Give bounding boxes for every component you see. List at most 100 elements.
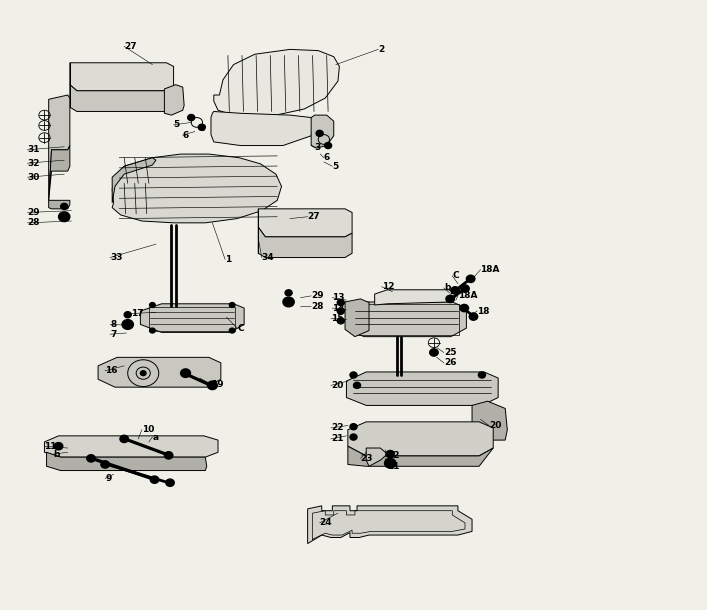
- Circle shape: [316, 131, 323, 137]
- Text: 5: 5: [332, 162, 339, 171]
- Text: C: C: [452, 271, 459, 280]
- Circle shape: [467, 275, 475, 282]
- Text: 18A: 18A: [481, 265, 500, 275]
- Circle shape: [187, 115, 194, 121]
- Polygon shape: [472, 401, 508, 440]
- Polygon shape: [49, 95, 70, 200]
- Text: 26: 26: [444, 358, 456, 367]
- Polygon shape: [348, 446, 493, 466]
- Circle shape: [354, 382, 361, 389]
- Text: 30: 30: [28, 173, 40, 182]
- Text: b: b: [54, 450, 60, 459]
- Text: 33: 33: [110, 253, 122, 262]
- Circle shape: [122, 320, 134, 329]
- Text: 22: 22: [387, 451, 400, 461]
- Polygon shape: [345, 299, 369, 337]
- Circle shape: [283, 297, 294, 307]
- Text: b: b: [444, 284, 450, 292]
- Text: 28: 28: [311, 302, 324, 310]
- Circle shape: [325, 143, 332, 149]
- Text: 8: 8: [110, 320, 117, 329]
- Circle shape: [469, 313, 478, 320]
- Text: 6: 6: [182, 131, 189, 140]
- Polygon shape: [375, 290, 458, 305]
- Circle shape: [460, 304, 469, 312]
- Text: 31: 31: [28, 145, 40, 154]
- Circle shape: [54, 442, 63, 450]
- Text: 16: 16: [105, 366, 117, 375]
- Circle shape: [285, 290, 292, 296]
- Polygon shape: [141, 304, 244, 332]
- Text: 29: 29: [28, 208, 40, 217]
- Circle shape: [385, 458, 396, 468]
- Circle shape: [461, 285, 469, 292]
- Polygon shape: [49, 146, 70, 200]
- Text: 15: 15: [331, 314, 344, 323]
- Circle shape: [87, 454, 95, 462]
- Text: 13: 13: [332, 293, 345, 302]
- Text: 18: 18: [477, 307, 489, 315]
- Polygon shape: [366, 448, 387, 466]
- Polygon shape: [70, 63, 174, 91]
- Circle shape: [166, 479, 174, 486]
- Polygon shape: [112, 158, 156, 203]
- Circle shape: [229, 303, 235, 307]
- Polygon shape: [70, 85, 174, 112]
- Circle shape: [141, 371, 146, 376]
- Polygon shape: [165, 85, 184, 115]
- Polygon shape: [211, 112, 315, 146]
- Text: a: a: [153, 432, 158, 442]
- Text: C: C: [237, 324, 244, 332]
- Text: 29: 29: [311, 292, 324, 300]
- Circle shape: [150, 303, 156, 307]
- Circle shape: [229, 328, 235, 333]
- Text: 10: 10: [142, 425, 154, 434]
- Circle shape: [337, 318, 344, 324]
- Circle shape: [350, 372, 357, 378]
- Text: 3: 3: [315, 143, 321, 152]
- Circle shape: [451, 287, 460, 294]
- Circle shape: [151, 476, 159, 483]
- Circle shape: [150, 328, 156, 333]
- Circle shape: [165, 451, 173, 459]
- Polygon shape: [112, 154, 281, 223]
- Text: 24: 24: [320, 518, 332, 528]
- Circle shape: [198, 124, 205, 131]
- Text: 7: 7: [110, 330, 117, 339]
- Text: 4: 4: [198, 124, 204, 133]
- Text: 1: 1: [225, 255, 231, 264]
- Text: 32: 32: [28, 159, 40, 168]
- Polygon shape: [348, 422, 493, 456]
- Bar: [355, 304, 460, 336]
- Polygon shape: [346, 372, 498, 406]
- Polygon shape: [308, 506, 472, 544]
- Circle shape: [124, 312, 132, 318]
- Circle shape: [386, 450, 395, 458]
- Bar: [149, 307, 235, 331]
- Circle shape: [337, 300, 344, 306]
- Text: 19: 19: [211, 379, 223, 389]
- Text: 5: 5: [174, 120, 180, 129]
- Circle shape: [120, 436, 129, 442]
- Text: 22: 22: [331, 423, 344, 432]
- Circle shape: [207, 381, 217, 390]
- Circle shape: [101, 461, 110, 468]
- Circle shape: [350, 434, 357, 440]
- Circle shape: [430, 349, 438, 356]
- Text: 17: 17: [132, 309, 144, 318]
- Circle shape: [337, 308, 344, 314]
- Text: 21: 21: [331, 434, 344, 443]
- Text: 18A: 18A: [458, 292, 477, 300]
- Circle shape: [59, 212, 70, 221]
- Text: 9: 9: [105, 474, 112, 483]
- Polygon shape: [258, 209, 352, 237]
- Circle shape: [446, 295, 455, 303]
- Circle shape: [350, 424, 357, 430]
- Text: 28: 28: [28, 218, 40, 228]
- Text: 14: 14: [332, 304, 345, 312]
- Circle shape: [180, 369, 190, 378]
- Polygon shape: [47, 452, 206, 470]
- Text: 34: 34: [262, 253, 274, 262]
- Text: 20: 20: [331, 381, 344, 390]
- Polygon shape: [214, 49, 339, 117]
